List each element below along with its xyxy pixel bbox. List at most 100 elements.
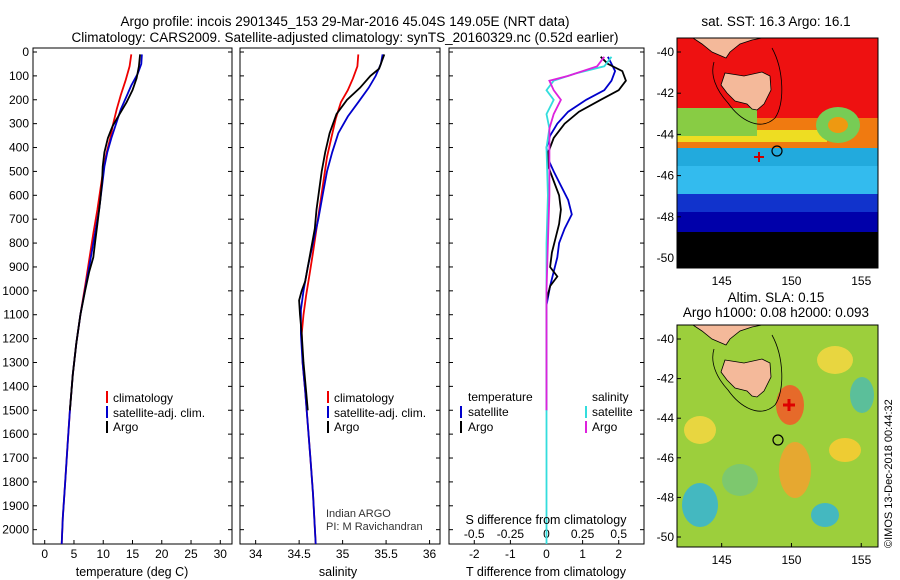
sla-y-tick-label: -50: [657, 530, 675, 544]
diff-s-x-tick-label: -0.5: [464, 527, 485, 541]
difference-series: [545, 56, 627, 544]
temperature-x-label: temperature (deg C): [76, 565, 189, 579]
legend-label-satellite: satellite-adj. clim.: [334, 406, 426, 420]
sst-band-black: [677, 232, 878, 268]
credit-line2: PI: M Ravichandran: [326, 521, 423, 533]
temperature-x-tick-label: 30: [214, 547, 228, 561]
series-line-salinity-argo: [545, 56, 606, 411]
sla-blob: [811, 503, 839, 527]
salinity-x-ticks: 34 34.5 35 35.5 36: [240, 51, 440, 561]
salinity-panel: 34 34.5 35 35.5 36 salinity climatology sate…: [239, 47, 441, 579]
figure-title-line1: Argo profile: incois 2901345_153 29-Mar-…: [120, 14, 569, 29]
y-tick-label: 1500: [2, 403, 29, 417]
sst-band-darkblue: [677, 212, 878, 232]
legend-label-argo: Argo: [334, 420, 360, 434]
diff-t-x-tick-label: -2: [469, 547, 480, 561]
legend-label-t-argo: Argo: [468, 420, 494, 434]
sst-y-tick-label: -42: [657, 86, 675, 100]
y-tick-label: 1400: [2, 379, 29, 393]
sst-y-tick-label: -40: [657, 45, 675, 59]
y-tick-label: 500: [9, 164, 29, 178]
y-tick-label: 400: [9, 141, 29, 155]
legend-swatch-argo: [327, 421, 329, 433]
t-diff-x-label: T difference from climatology: [466, 565, 627, 579]
series-line-temperature-argo: [545, 56, 627, 411]
figure-title-line2: Climatology: CARS2009. Satellite-adjuste…: [71, 30, 618, 45]
legend-swatch-t-argo: [460, 421, 462, 433]
temperature-x-ticks: 0 5 10 15 20 25 30: [33, 51, 232, 561]
y-tick-label: 900: [9, 260, 29, 274]
sla-x-tick-label: 145: [712, 553, 732, 567]
y-tick-label: 1200: [2, 332, 29, 346]
sst-y-tick-label: -48: [657, 210, 675, 224]
sst-x-ticks: 145 150 155: [712, 264, 872, 288]
y-tick-label: 0: [22, 45, 29, 59]
difference-legend-temperature: temperature satellite Argo: [460, 390, 533, 434]
diff-s-x-tick-label: -0.25: [497, 527, 525, 541]
series-line-argo: [298, 54, 386, 411]
sla-field: [677, 325, 878, 547]
legend-label-t-satellite: satellite: [468, 405, 509, 419]
legend-label-s-argo: Argo: [592, 420, 618, 434]
temperature-x-tick-label: 5: [71, 547, 78, 561]
sla-blob: [829, 438, 861, 462]
sla-blob: [850, 377, 874, 413]
series-line-temperature-satellite: [545, 56, 617, 411]
tasmania-land: [720, 71, 772, 111]
sla-map-title-line2: Argo h1000: 0.08 h2000: 0.093: [683, 305, 869, 320]
diff-s-x-tick-label: 0.25: [571, 527, 595, 541]
sla-y-tick-label: -46: [657, 451, 675, 465]
sla-x-tick-label: 155: [851, 553, 871, 567]
sla-blob: [722, 464, 758, 496]
tasmania-land: [720, 358, 772, 398]
y-tick-label: 600: [9, 188, 29, 202]
sst-band-green: [677, 108, 757, 136]
sst-x-tick-label: 155: [851, 274, 871, 288]
legend-label-climatology: climatology: [113, 391, 173, 405]
y-tick-label: 2000: [2, 523, 29, 537]
y-tick-label: 100: [9, 69, 29, 83]
diff-t-x-tick-label: 1: [579, 547, 586, 561]
temperature-series: [60, 54, 143, 545]
sla-x-ticks: 145 150 155: [712, 543, 872, 567]
legend-label-climatology: climatology: [334, 391, 394, 405]
salinity-x-label: salinity: [319, 565, 358, 579]
difference-legend-salinity: salinity satellite Argo: [585, 390, 633, 434]
salinity-x-tick-label: 34: [249, 547, 263, 561]
legend-label-satellite: satellite-adj. clim.: [113, 406, 205, 420]
credit-line1: Indian ARGO: [326, 508, 391, 520]
y-tick-label: 1100: [3, 308, 29, 322]
legend-swatch-satellite: [327, 406, 329, 418]
y-tick-label: 1000: [2, 284, 29, 298]
sla-map-title-line1: Altim. SLA: 0.15: [728, 290, 825, 305]
sla-y-tick-label: -42: [657, 372, 675, 386]
imos-watermark: ©IMOS 13-Dec-2018 00:44:32: [883, 399, 895, 548]
salinity-x-tick-label: 35.5: [374, 547, 398, 561]
sst-x-tick-label: 145: [712, 274, 732, 288]
y-tick-label: 700: [9, 212, 29, 226]
diff-t-x-tick-label: 2: [615, 547, 622, 561]
y-tick-label: 200: [9, 93, 29, 107]
sla-y-tick-label: -48: [657, 490, 675, 504]
sst-map-frame: [676, 37, 879, 269]
legend-swatch-s-argo: [585, 421, 587, 433]
sst-y-tick-label: -50: [657, 251, 675, 265]
legend-label-s-satellite: satellite: [592, 405, 633, 419]
y-tick-label: 800: [9, 236, 29, 250]
argo-float-marker: [772, 434, 784, 446]
legend-swatch-climatology: [327, 391, 329, 403]
legend-label-argo: Argo: [113, 420, 139, 434]
temperature-x-tick-label: 25: [184, 547, 198, 561]
sla-blob: [817, 346, 853, 374]
legend-swatch-argo: [106, 421, 108, 433]
s-diff-x-label: S difference from climatology: [466, 513, 628, 527]
series-line-argo: [69, 54, 141, 411]
sla-plus-marker: [783, 399, 795, 411]
salinity-x-tick-label: 35: [336, 547, 350, 561]
sla-blob: [779, 442, 811, 498]
legend-swatch-satellite: [106, 406, 108, 418]
sla-x-tick-label: 150: [781, 553, 801, 567]
difference-panel: -2 -1 0 1 2-0.5 -0.25 0 0.25 0.5 S difference fr…: [448, 47, 645, 579]
y-tick-label: 1800: [2, 475, 29, 489]
sla-y-tick-label: -44: [657, 411, 675, 425]
